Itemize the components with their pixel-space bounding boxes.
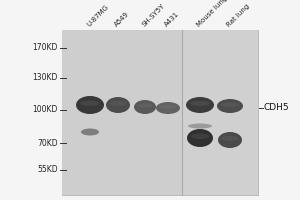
Text: 70KD: 70KD xyxy=(38,138,58,148)
Text: CDH5: CDH5 xyxy=(264,104,290,112)
Ellipse shape xyxy=(156,102,180,114)
Text: 170KD: 170KD xyxy=(33,44,58,52)
Text: U-87MG: U-87MG xyxy=(86,4,110,28)
Ellipse shape xyxy=(221,102,239,107)
Bar xyxy=(62,30,258,195)
Ellipse shape xyxy=(190,101,210,106)
Ellipse shape xyxy=(80,100,100,106)
Text: SH-SY5Y: SH-SY5Y xyxy=(141,3,166,28)
Text: 55KD: 55KD xyxy=(38,166,58,174)
Ellipse shape xyxy=(187,129,213,147)
Ellipse shape xyxy=(217,99,243,113)
Text: Mouse lung: Mouse lung xyxy=(196,0,229,28)
Bar xyxy=(182,30,258,195)
Ellipse shape xyxy=(106,97,130,113)
Ellipse shape xyxy=(192,125,208,126)
Ellipse shape xyxy=(134,100,156,114)
Ellipse shape xyxy=(160,105,176,109)
Text: 100KD: 100KD xyxy=(33,106,58,114)
Ellipse shape xyxy=(137,104,153,108)
Text: A549: A549 xyxy=(114,11,131,28)
Ellipse shape xyxy=(218,132,242,148)
Text: 130KD: 130KD xyxy=(33,73,58,82)
Ellipse shape xyxy=(186,97,214,113)
Text: Rat lung: Rat lung xyxy=(226,3,251,28)
Ellipse shape xyxy=(222,136,238,141)
Bar xyxy=(62,30,182,195)
Ellipse shape xyxy=(84,130,96,132)
Ellipse shape xyxy=(191,134,209,139)
Ellipse shape xyxy=(76,96,104,114)
Ellipse shape xyxy=(188,123,212,129)
Text: A431: A431 xyxy=(164,11,181,28)
Ellipse shape xyxy=(81,129,99,136)
Ellipse shape xyxy=(110,101,126,106)
